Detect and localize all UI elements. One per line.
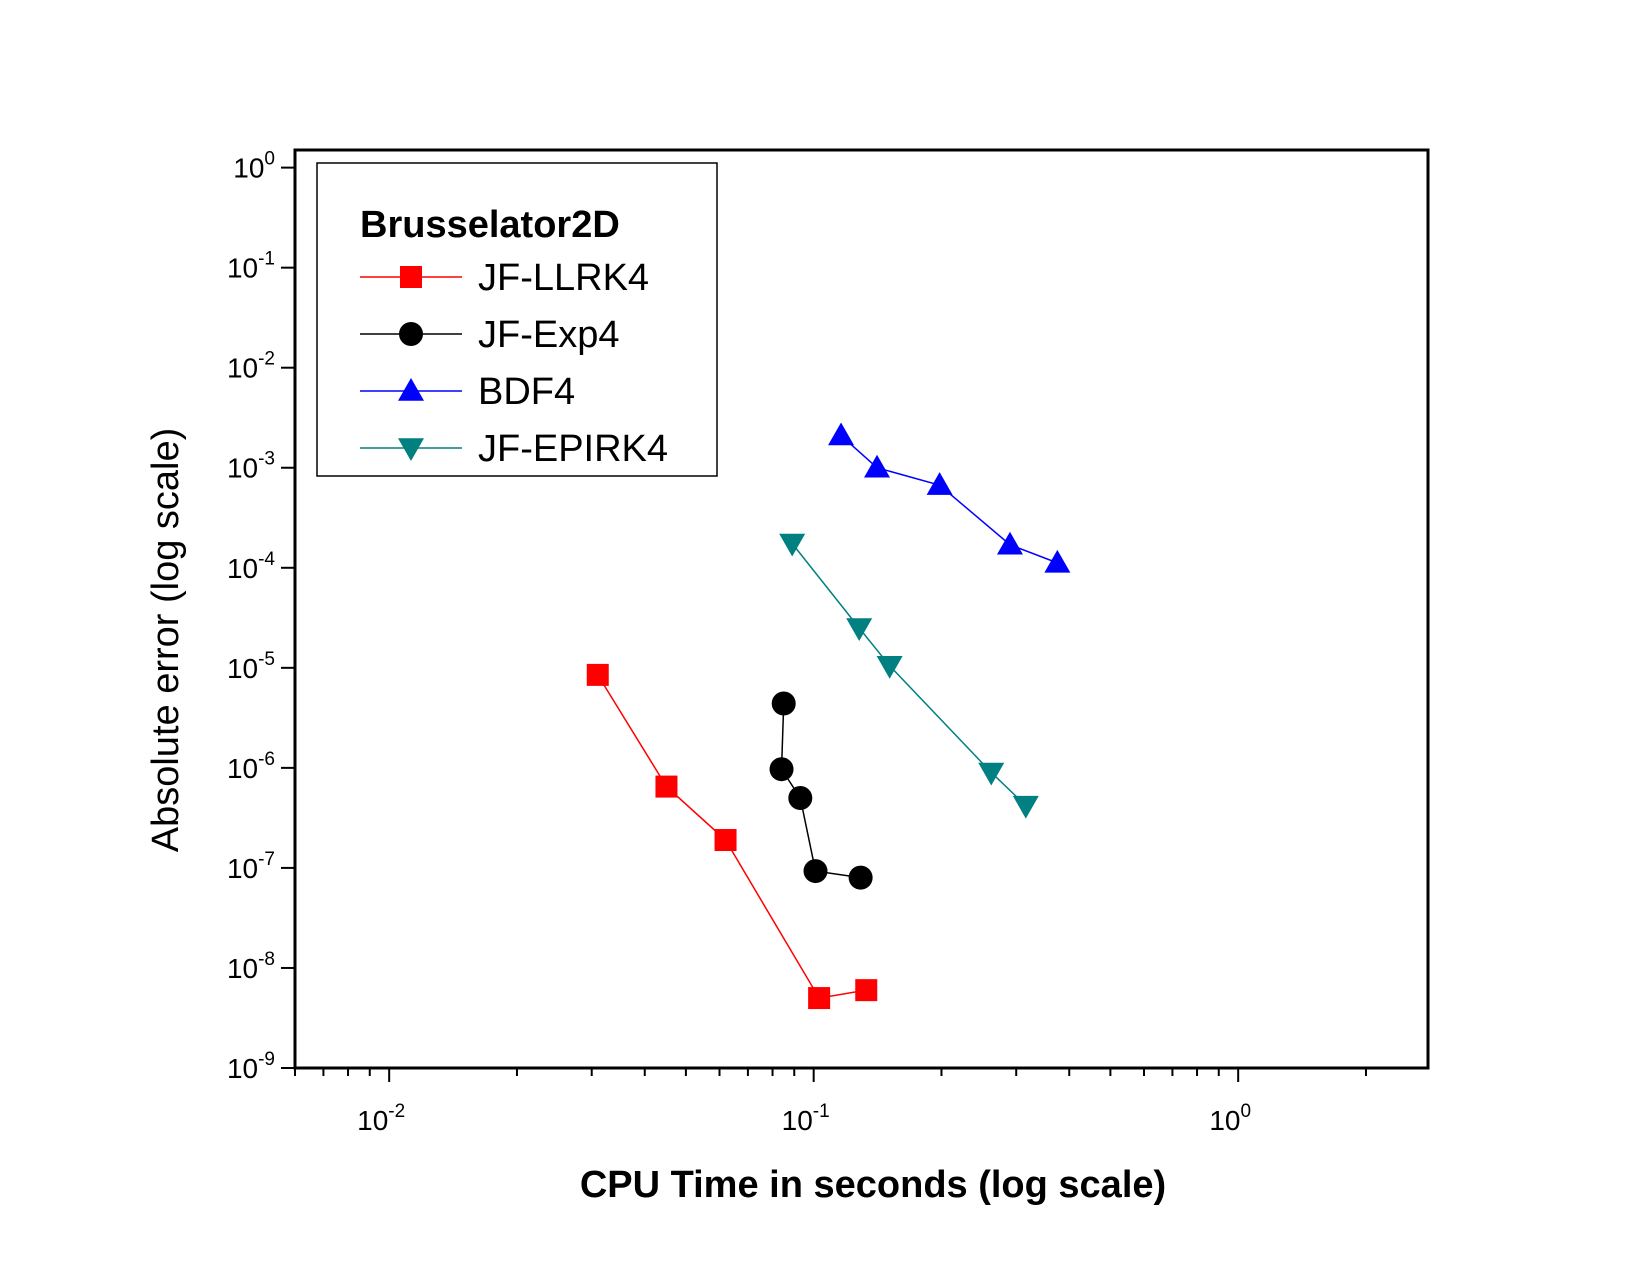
series-line-bdf4 xyxy=(840,434,1058,564)
y-tick-label: 10-7 xyxy=(227,849,275,884)
legend-marker xyxy=(400,266,422,288)
data-point-bdf4 xyxy=(828,422,855,446)
legend-title: Brusselator2D xyxy=(360,204,620,246)
legend-label: JF-LLRK4 xyxy=(478,257,649,299)
data-point-jf-llrk4 xyxy=(714,829,737,852)
x-axis-title: CPU Time in seconds (log scale) xyxy=(580,1164,1166,1206)
x-tick-label: 10-2 xyxy=(357,1101,405,1136)
data-point-bdf4 xyxy=(864,454,891,478)
legend-item-bdf4: BDF4 xyxy=(360,371,575,413)
data-point-jf-epirk4 xyxy=(846,618,873,642)
data-point-jf-exp4 xyxy=(771,691,796,716)
legend-item-jf-exp4: JF-Exp4 xyxy=(360,314,619,356)
data-point-jf-exp4 xyxy=(848,865,873,890)
x-tick-label: 10-1 xyxy=(782,1101,830,1136)
legend: Brusselator2D JF-LLRK4 JF-Exp4 BDF4 JF-EPIRK… xyxy=(316,162,718,477)
data-point-jf-epirk4 xyxy=(978,762,1005,786)
legend-marker xyxy=(398,378,424,401)
series-jf-exp4 xyxy=(769,691,873,890)
y-tick-label: 100 xyxy=(233,149,275,184)
y-axis-title: Absolute error (log scale) xyxy=(145,428,187,853)
data-point-jf-epirk4 xyxy=(1012,795,1039,819)
y-tick-label: 10-2 xyxy=(227,349,275,384)
y-tick-label: 10-9 xyxy=(227,1049,275,1084)
data-point-bdf4 xyxy=(996,531,1023,555)
data-point-jf-epirk4 xyxy=(779,533,806,557)
plot-area xyxy=(293,148,1430,1070)
data-point-jf-llrk4 xyxy=(855,979,878,1002)
legend-label: JF-Exp4 xyxy=(478,314,619,356)
legend-label: JF-EPIRK4 xyxy=(478,428,668,470)
y-tick-label: 10-3 xyxy=(227,449,275,484)
data-point-jf-llrk4 xyxy=(586,663,609,686)
y-tick-label: 10-6 xyxy=(227,749,275,784)
legend-marker xyxy=(399,322,423,346)
legend-marker xyxy=(398,438,424,461)
legend-item-jf-llrk4: JF-LLRK4 xyxy=(360,257,649,299)
data-point-jf-exp4 xyxy=(803,859,828,884)
legend-label: BDF4 xyxy=(478,371,575,413)
data-point-jf-epirk4 xyxy=(876,655,903,679)
y-tick-label: 10-8 xyxy=(227,949,275,984)
legend-item-jf-epirk4: JF-EPIRK4 xyxy=(360,428,668,470)
data-point-bdf4 xyxy=(1044,549,1071,573)
y-tick-label: 10-1 xyxy=(227,249,275,284)
y-tick-label: 10-4 xyxy=(227,549,275,584)
series-bdf4 xyxy=(828,422,1071,573)
data-point-jf-llrk4 xyxy=(655,775,678,798)
series-layer xyxy=(586,422,1071,1010)
data-point-jf-exp4 xyxy=(788,785,813,810)
series-jf-llrk4 xyxy=(586,663,878,1010)
axis-ticks: 10-2 10-1 100 100 10-1 10-2 10-3 10-4 10-5 10-6 10… xyxy=(227,149,1367,1136)
data-point-jf-exp4 xyxy=(769,757,794,782)
x-tick-label: 100 xyxy=(1209,1101,1251,1136)
y-tick-label: 10-5 xyxy=(227,649,275,684)
data-point-jf-llrk4 xyxy=(808,987,831,1010)
data-point-bdf4 xyxy=(926,472,953,495)
series-jf-epirk4 xyxy=(779,533,1039,819)
legend-box xyxy=(316,162,718,477)
